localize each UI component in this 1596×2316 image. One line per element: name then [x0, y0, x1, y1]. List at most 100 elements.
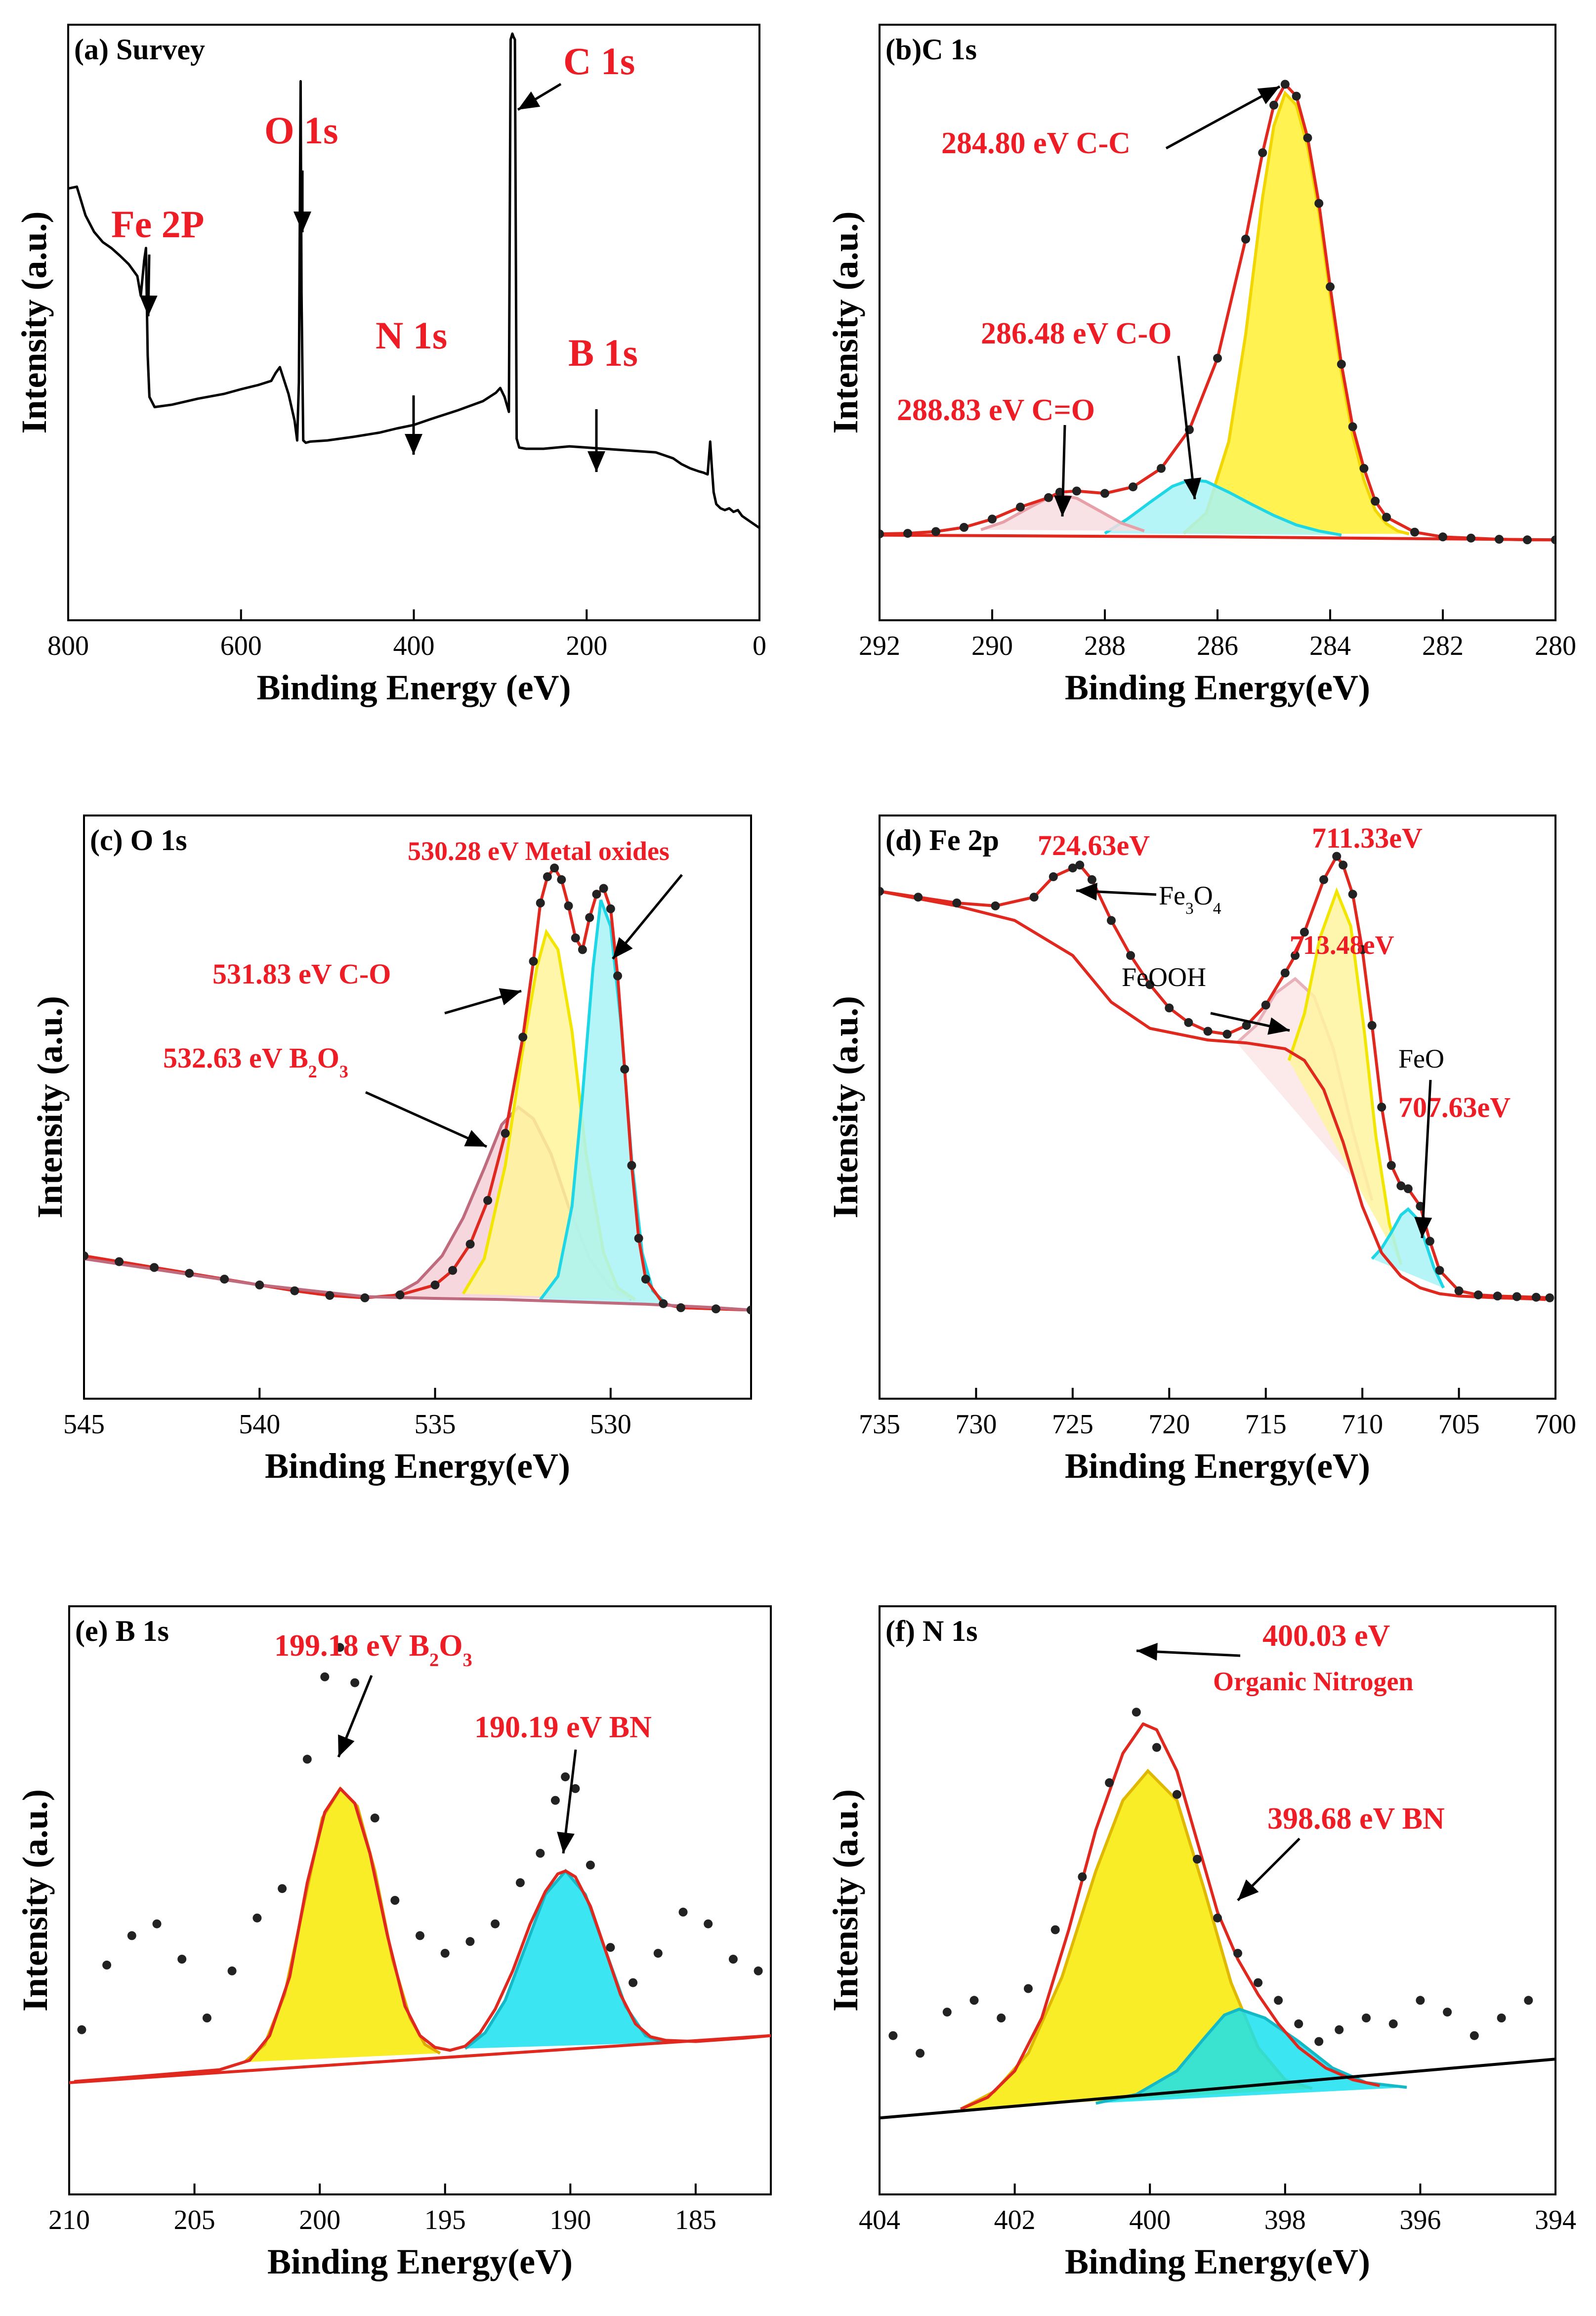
data-point — [564, 901, 573, 910]
x-tick-label: 400 — [1129, 2205, 1171, 2235]
plot-frame — [879, 1605, 1556, 2195]
data-point — [1435, 1266, 1444, 1275]
data-point — [1371, 497, 1380, 506]
annotation-286-48-ev-c-o: 286.48 eV C-O — [981, 317, 1172, 350]
data-point — [1386, 1161, 1396, 1170]
data-point — [586, 1860, 595, 1870]
data-point — [704, 1919, 713, 1929]
data-point — [1382, 513, 1391, 522]
series-raw-data — [84, 863, 751, 1315]
panel-a: 800 600 400 200 0 Binding Energy (eV) Intensit… — [14, 24, 766, 707]
data-point — [483, 1196, 493, 1205]
panel-d: 735 730 725 720 715 710 705 700 Binding Energy(e… — [826, 815, 1576, 1486]
x-tick-label: 394 — [1535, 2205, 1576, 2235]
x-tick-label: 710 — [1342, 1409, 1383, 1440]
data-point — [465, 1240, 475, 1249]
annotation-284-80-ev-c-c: 284.80 eV C-C — [941, 127, 1131, 160]
panel-title: (f) N 1s — [885, 1615, 978, 1647]
annotation-530-28-ev-metal-oxides: 530.28 eV Metal oxides — [408, 836, 670, 866]
data-point — [1145, 980, 1155, 989]
x-tick-label: 205 — [174, 2205, 215, 2235]
data-point — [1300, 928, 1309, 937]
data-point — [1438, 532, 1447, 542]
x-tick-label: 700 — [1535, 1409, 1576, 1440]
x-tick-label: 600 — [220, 631, 262, 661]
data-point — [561, 1772, 570, 1782]
data-point — [1213, 353, 1222, 363]
data-point — [1152, 1743, 1161, 1752]
annotation-arrowhead — [1267, 1017, 1290, 1035]
data-point — [290, 1286, 299, 1295]
x-tick-label: 200 — [566, 631, 607, 661]
y-axis-label: Intensity (a.u.) — [826, 996, 865, 1218]
x-tick-label: 396 — [1399, 2205, 1441, 2235]
data-point — [1495, 535, 1504, 544]
data-point — [1377, 1103, 1386, 1112]
data-point — [1072, 486, 1081, 496]
data-point — [1467, 533, 1475, 543]
data-point — [1222, 1029, 1232, 1039]
series-284-80-ev-c-c-fill — [1183, 93, 1409, 534]
series-707-63ev-feo — [1371, 1207, 1445, 1289]
data-point — [1425, 1237, 1434, 1246]
data-point — [550, 1796, 560, 1805]
data-point — [1332, 852, 1342, 861]
annotation-532-63-ev-bo: 532.63 eV B2O3 — [163, 1042, 348, 1081]
data-point — [960, 523, 968, 532]
annotation-o-1s: O 1s — [264, 109, 338, 152]
annotation-arrowhead — [1238, 1879, 1259, 1900]
data-point — [536, 1848, 545, 1858]
data-point — [227, 1966, 237, 1975]
data-point — [1078, 1872, 1087, 1882]
series-raw-data — [880, 852, 1554, 1302]
annotation-fe-2p: Fe 2P — [111, 203, 204, 246]
annotation-190-19-ev-bn: 190.19 eV BN — [474, 1711, 652, 1744]
x-tick-label: 210 — [48, 2205, 90, 2235]
plot-frame — [83, 815, 752, 1400]
series-286-48-ev-c-o — [1104, 478, 1342, 537]
data-point — [350, 1678, 360, 1687]
annotation-400-03-ev: 400.03 eV — [1262, 1619, 1390, 1653]
data-point — [1454, 1286, 1464, 1295]
data-point — [592, 890, 601, 899]
x-tick-label: 398 — [1264, 2205, 1306, 2235]
annotation-arrow — [1177, 355, 1196, 500]
data-point — [988, 515, 997, 524]
data-point — [370, 1813, 379, 1823]
annotation-arrowhead — [139, 295, 158, 316]
y-axis-label: Intensity (a.u.) — [14, 211, 54, 433]
annotation-arrowhead — [1414, 1217, 1432, 1238]
y-axis-label: Intensity (a.u.) — [826, 211, 865, 433]
data-point — [653, 1949, 663, 1958]
x-axis-label: Binding Energy(eV) — [1065, 2242, 1370, 2281]
data-point — [1348, 890, 1357, 899]
data-layer — [84, 863, 751, 1315]
annotation-arrowhead — [405, 434, 422, 455]
data-point — [1029, 893, 1039, 902]
data-point — [1213, 1913, 1222, 1923]
panel-title: (e) B 1s — [75, 1615, 169, 1647]
x-tick-label: 400 — [393, 631, 435, 661]
x-tick-label: 730 — [955, 1409, 997, 1440]
data-point — [1314, 2037, 1324, 2046]
data-point — [641, 1275, 650, 1284]
annotation-arrowhead — [1076, 883, 1097, 901]
data-point — [1280, 968, 1290, 978]
series-398-68-ev-bn — [1095, 2008, 1407, 2105]
x-tick-label: 288 — [1084, 631, 1126, 661]
annotation-531-83-ev-c-o: 531.83 eV C-O — [212, 958, 391, 990]
x-axis-label: Binding Energy (eV) — [256, 668, 571, 707]
data-point — [991, 901, 1000, 910]
y-axis-label: Intensity (a.u.) — [15, 1789, 55, 2012]
series-background — [880, 890, 1546, 1301]
data-point — [613, 971, 622, 981]
data-point — [557, 875, 566, 884]
data-point — [1294, 2019, 1303, 2028]
data-point — [1359, 464, 1369, 473]
data-point — [1184, 1018, 1193, 1027]
data-point — [491, 1919, 500, 1929]
x-tick-label: 0 — [753, 631, 766, 661]
annotation-arrowhead — [338, 1734, 355, 1757]
data-point — [1531, 1292, 1541, 1302]
